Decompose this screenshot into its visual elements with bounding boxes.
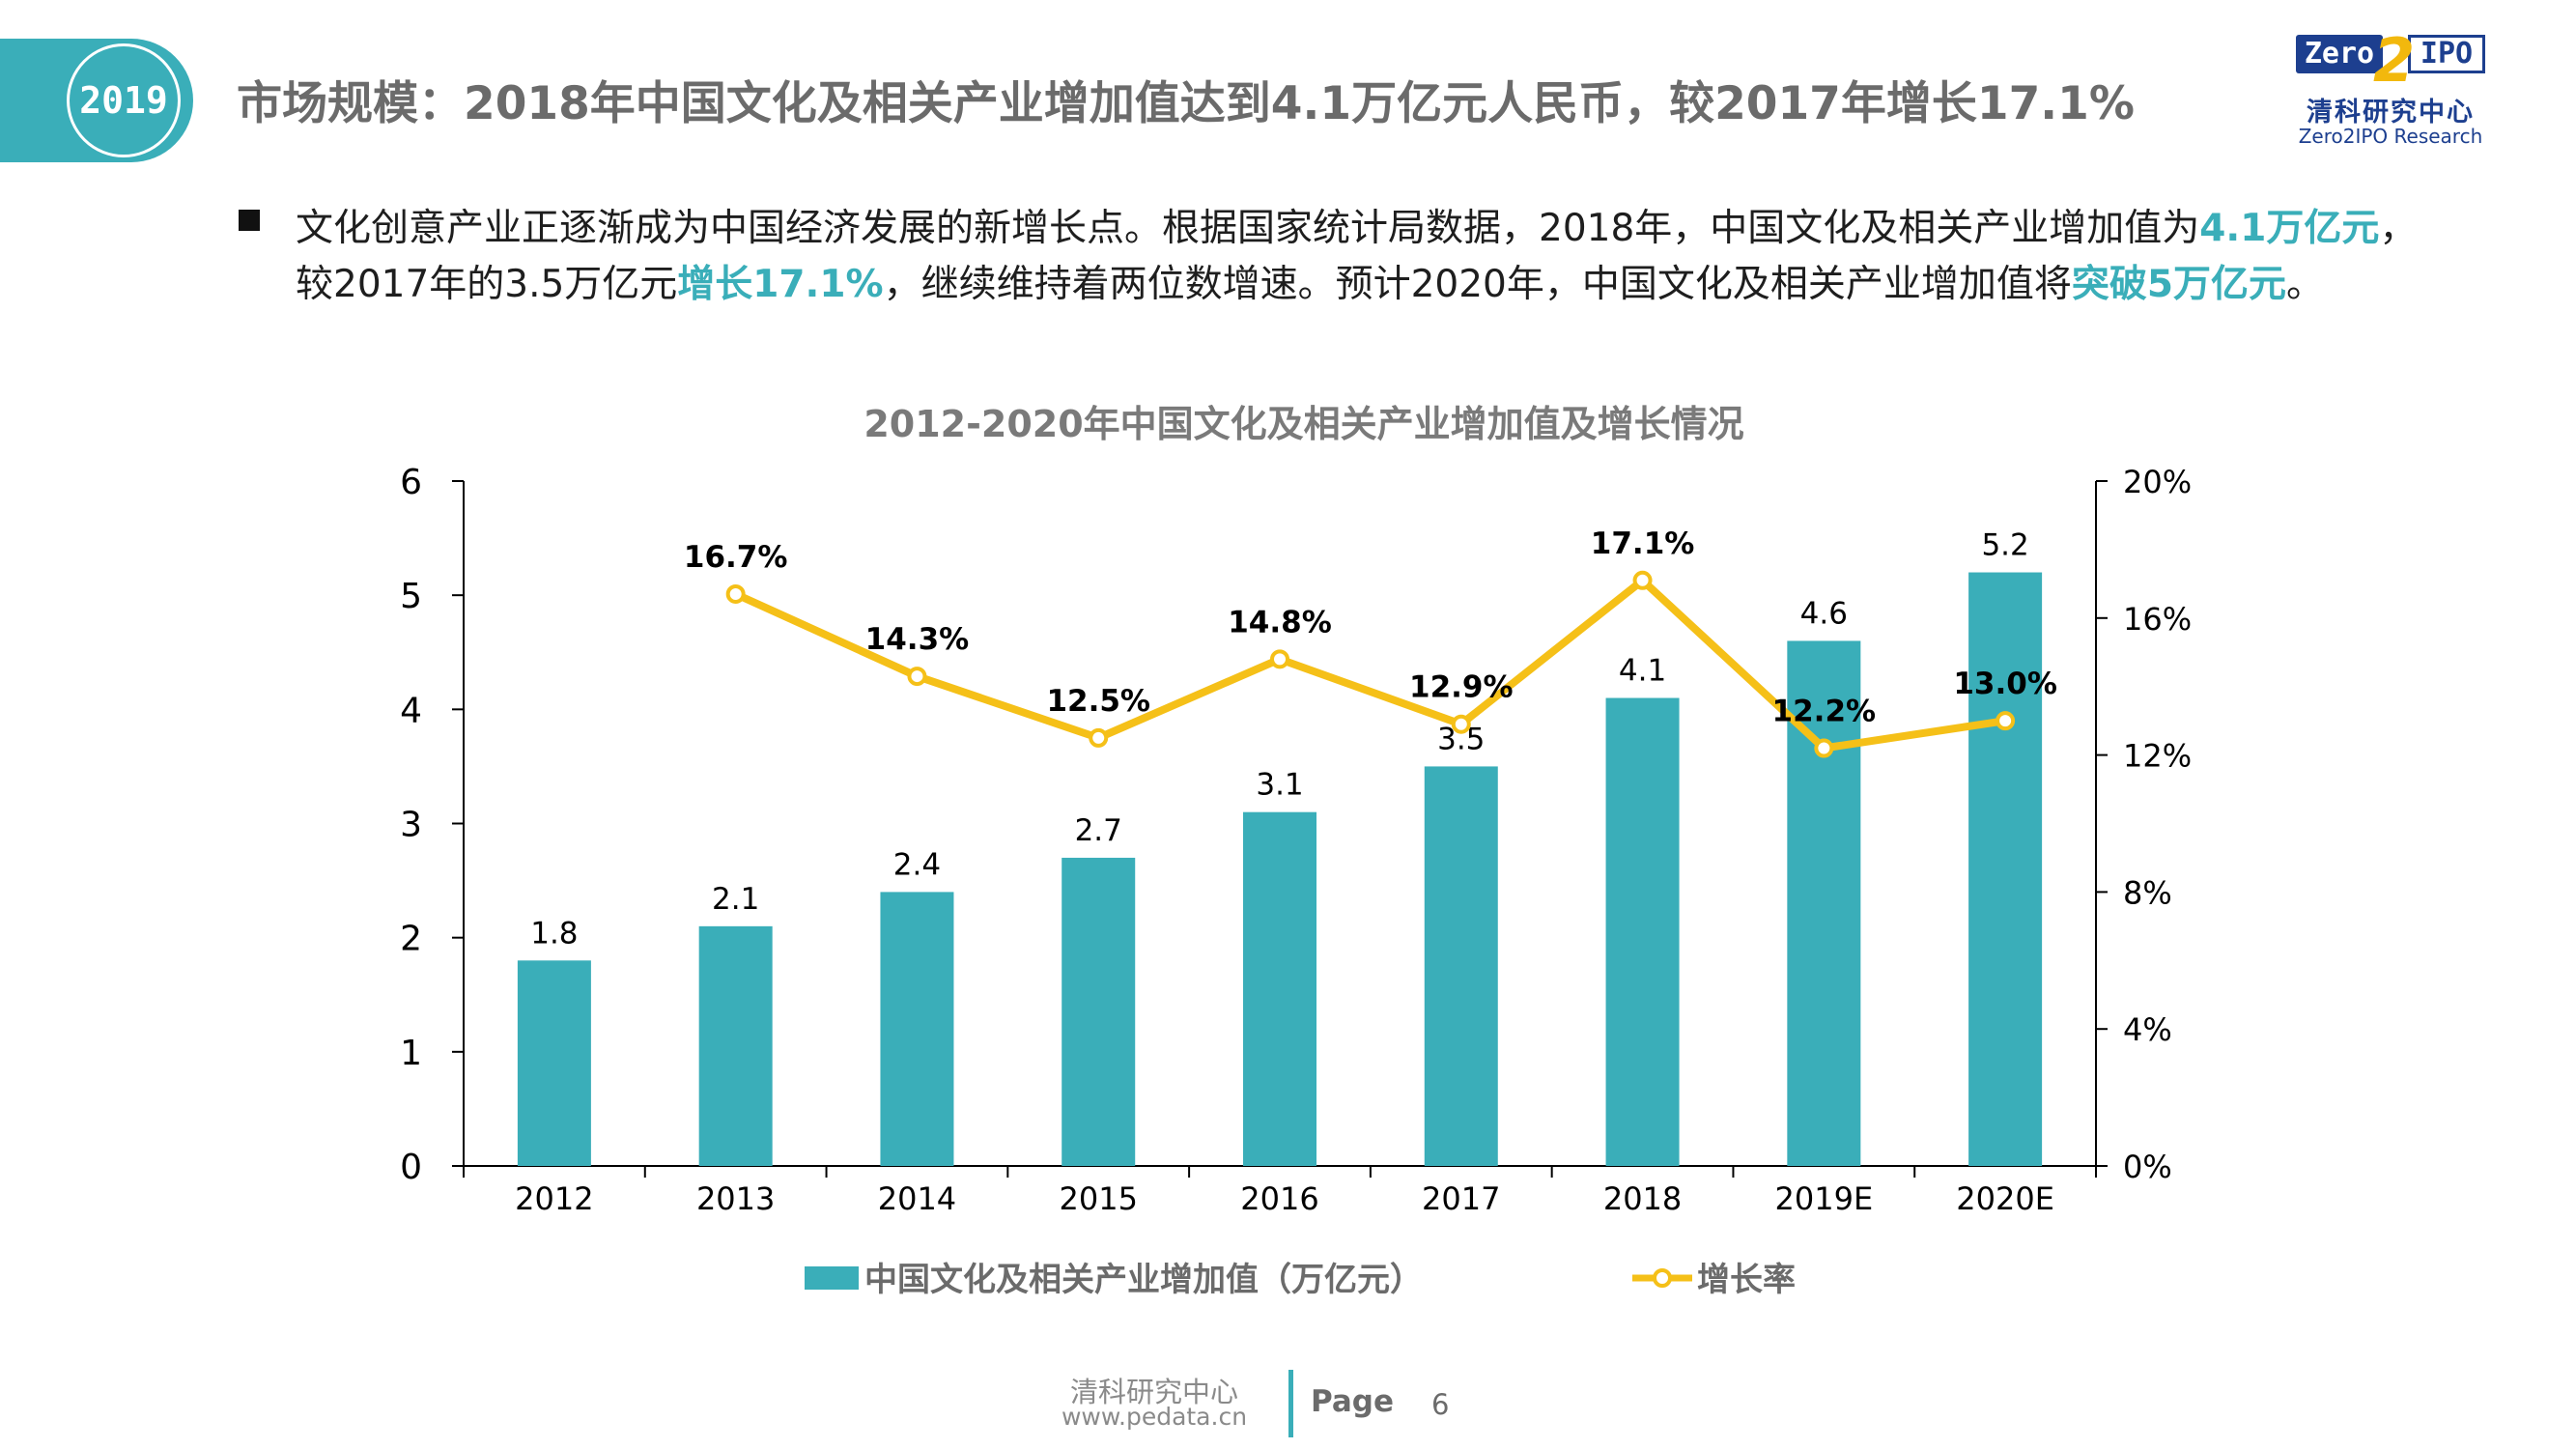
- growth-rate-label: 17.1%: [1591, 526, 1695, 561]
- x-tick-label: 2015: [1060, 1180, 1138, 1217]
- zero2ipo-logo: Zero IPO 2 清科研究中心 Zero2IPO Research: [2294, 25, 2487, 151]
- y-tick-label: 2: [400, 920, 422, 959]
- growth-rate-point: [1451, 714, 1471, 734]
- legend-bar-swatch: [805, 1266, 859, 1290]
- logo-word-ipo: IPO: [2408, 35, 2485, 73]
- logo-english-name: Zero2IPO Research: [2298, 125, 2483, 148]
- summary-line-2: 较2017年的3.5万亿元增长17.1%，继续维持着两位数增速。预计2020年，…: [296, 254, 2498, 308]
- y2-tick-label: 0%: [2123, 1149, 2172, 1185]
- growth-rate-label: 16.7%: [684, 540, 788, 575]
- legend-bar-label: 中国文化及相关产业增加值（万亿元）: [864, 1261, 1423, 1299]
- y2-tick-label: 12%: [2123, 738, 2192, 775]
- bar-value-label: 5.2: [1981, 528, 2028, 563]
- summary-text-2a: 较2017年的3.5万亿元: [296, 263, 678, 306]
- growth-rate-point: [1632, 570, 1653, 590]
- bar: [1968, 572, 2043, 1166]
- x-tick-label: 2018: [1603, 1180, 1682, 1217]
- page-title: 市场规模：2018年中国文化及相关产业增加值达到4.1万亿元人民币，较2017年…: [237, 77, 2135, 130]
- bar-value-label: 2.1: [712, 882, 759, 917]
- footer-url: www.pedata.cn: [1061, 1403, 1248, 1431]
- bar-value-label: 3.1: [1256, 768, 1303, 803]
- x-tick-label: 2020E: [1956, 1180, 2054, 1217]
- bar: [1243, 811, 1316, 1166]
- x-tick-label: 2019E: [1775, 1180, 1874, 1217]
- y-tick-label: 0: [400, 1148, 422, 1187]
- summary-text-2c: 。: [2286, 263, 2325, 306]
- bar-value-label: 4.1: [1619, 654, 1666, 689]
- y-tick-label: 4: [400, 691, 422, 730]
- y2-tick-label: 4%: [2123, 1011, 2172, 1048]
- growth-rate-point: [907, 667, 927, 687]
- x-tick-label: 2016: [1240, 1180, 1318, 1217]
- y2-tick-label: 20%: [2123, 464, 2192, 500]
- x-tick-label: 2013: [696, 1180, 775, 1217]
- logo-chinese-name: 清科研究中心: [2307, 98, 2475, 128]
- y-tick-label: 1: [400, 1034, 422, 1073]
- y-tick-label: 3: [400, 806, 422, 845]
- year-label: 2019: [79, 79, 168, 122]
- summary-line-1: 文化创意产业正逐渐成为中国经济发展的新增长点。根据国家统计局数据，2018年，中…: [296, 198, 2498, 252]
- growth-rate-label: 12.5%: [1046, 684, 1150, 719]
- growth-rate-point: [1089, 727, 1109, 748]
- bar-value-label: 2.4: [893, 847, 941, 882]
- growth-rate-label: 12.2%: [1772, 695, 1877, 729]
- growth-rate-label: 12.9%: [1409, 670, 1514, 705]
- x-tick-label: 2017: [1422, 1180, 1500, 1217]
- growth-rate-point: [725, 583, 746, 604]
- footer-page-label: Page: [1311, 1384, 1395, 1419]
- bar: [880, 892, 954, 1166]
- bar: [1424, 766, 1498, 1166]
- year-badge: 2019: [67, 43, 181, 157]
- chart-title: 2012-2020年中国文化及相关产业增加值及增长情况: [863, 403, 1744, 445]
- growth-rate-label: 14.3%: [865, 622, 970, 657]
- growth-rate-point: [1996, 711, 2016, 731]
- y-tick-label: 6: [400, 463, 422, 502]
- combo-chart: 0 1 2 3 4 5 6 0% 4% 8% 12% 16% 20% 2012 2013 2014 2015 20…: [400, 463, 2192, 1299]
- footer-divider: [1288, 1370, 1293, 1437]
- logo-digit: 2: [2373, 25, 2416, 96]
- bullet-square-icon: [239, 210, 260, 231]
- y2-tick-label: 16%: [2123, 601, 2192, 638]
- summary-text-2b: ，继续维持着两位数增速。预计2020年，中国文化及相关产业增加值将: [883, 263, 2072, 306]
- bar: [1062, 857, 1136, 1166]
- bar: [517, 960, 591, 1166]
- y-tick-label: 5: [400, 577, 422, 616]
- growth-rate-point: [1814, 738, 1834, 758]
- logo-word-zero: Zero: [2296, 35, 2383, 73]
- legend-line-marker: [1653, 1268, 1672, 1288]
- growth-rate-label: 13.0%: [1953, 667, 2057, 701]
- legend-line-label: 增长率: [1697, 1261, 1796, 1299]
- summary-text-1a: 文化创意产业正逐渐成为中国经济发展的新增长点。根据国家统计局数据，2018年，中…: [296, 207, 2200, 250]
- bar-value-label: 1.8: [530, 916, 578, 951]
- y2-tick-label: 8%: [2123, 874, 2172, 911]
- bar: [1605, 697, 1680, 1166]
- bar-value-label: 2.7: [1075, 813, 1122, 848]
- growth-rate-point: [1270, 649, 1289, 669]
- growth-rate-label: 14.8%: [1228, 605, 1332, 639]
- bar-value-label: 4.6: [1800, 596, 1848, 631]
- highlight-5-trillion: 突破5万亿元: [2071, 263, 2286, 306]
- growth-rate-line: [734, 576, 2006, 753]
- footer-page-number: 6: [1431, 1388, 1450, 1421]
- summary-text-1b: ，: [2379, 207, 2418, 250]
- x-tick-label: 2014: [878, 1180, 956, 1217]
- footer-org: 清科研究中心: [1069, 1376, 1238, 1408]
- x-tick-label: 2012: [515, 1180, 593, 1217]
- highlight-4-1-trillion: 4.1万亿元: [2199, 207, 2380, 250]
- highlight-growth: 增长17.1%: [677, 263, 884, 306]
- bar: [698, 925, 773, 1166]
